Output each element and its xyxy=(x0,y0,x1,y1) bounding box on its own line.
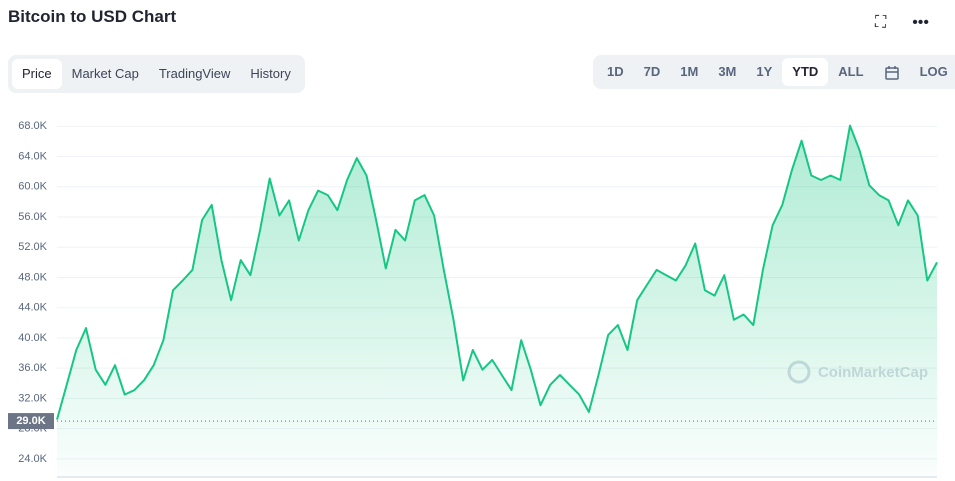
toolbar-icons: ⛶ ••• xyxy=(875,14,929,32)
tab[interactable]: History xyxy=(250,66,291,81)
tab-group: Price Market Cap TradingView History xyxy=(8,55,305,93)
y-tick-label: 24.0K xyxy=(18,453,47,465)
reference-badge xyxy=(8,413,54,430)
y-tick-label: 44.0K xyxy=(18,302,47,314)
range-button[interactable]: LOG xyxy=(919,64,948,79)
reference-label: 29.0K xyxy=(16,415,45,427)
range-button[interactable]: 7D xyxy=(643,64,661,79)
range-button[interactable]: ALL xyxy=(838,64,864,79)
range-button[interactable]: 3M xyxy=(718,64,737,79)
y-tick-label: 68.0K xyxy=(18,120,47,132)
y-tick-label: 48.0K xyxy=(18,271,47,283)
y-tick-label: 60.0K xyxy=(18,181,47,193)
tab[interactable]: TradingView xyxy=(158,66,231,81)
range-button[interactable]: 1D xyxy=(607,64,624,79)
price-line xyxy=(56,124,938,420)
y-tick-label: 40.0K xyxy=(18,332,47,344)
tab[interactable]: Market Cap xyxy=(71,66,139,81)
range-button[interactable]: YTD xyxy=(782,58,829,86)
range-group: 1D 7D 1M 3M 1Y YTD ALL LOG xyxy=(593,55,955,89)
range-button[interactable]: 1M xyxy=(680,64,699,79)
more-icon[interactable]: ••• xyxy=(912,14,929,31)
range-button[interactable]: 1Y xyxy=(756,64,773,79)
y-tick-label: 32.0K xyxy=(18,392,47,404)
y-tick-label: 64.0K xyxy=(18,150,47,162)
fullscreen-icon[interactable]: ⛶ xyxy=(874,14,887,31)
y-tick-label: 52.0K xyxy=(18,241,47,253)
calendar-icon xyxy=(884,65,899,80)
chart-title: Bitcoin to USD Chart xyxy=(8,7,177,26)
y-tick-label: 36.0K xyxy=(18,362,47,374)
y-tick-label: 56.0K xyxy=(18,211,47,223)
calendar-button[interactable] xyxy=(874,58,910,86)
area xyxy=(57,125,937,477)
tab[interactable]: Price xyxy=(12,59,62,89)
